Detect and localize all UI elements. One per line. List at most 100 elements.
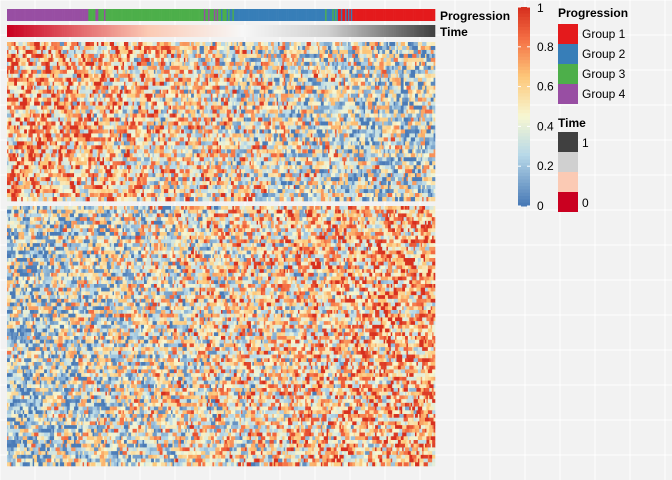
heatmap-cell [162, 129, 166, 134]
heatmap-cell [88, 105, 93, 110]
heatmap-cell [165, 69, 170, 75]
heatmap-cell [353, 61, 357, 67]
heatmap-cell [168, 145, 170, 150]
heatmap-cell [16, 125, 19, 130]
heatmap-cell [145, 129, 148, 134]
heatmap-cell [248, 73, 250, 79]
heatmap-cell [188, 89, 190, 94]
heatmap-cell [376, 93, 382, 98]
heatmap-cell [433, 129, 436, 134]
heatmap-cell [279, 141, 283, 146]
heatmap-cell [410, 42, 414, 47]
heatmap-cell [285, 129, 289, 134]
heatmap-cell [129, 109, 133, 114]
heatmap-cell [86, 145, 89, 150]
heatmap-cell [131, 105, 135, 110]
heatmap-cell [239, 77, 243, 83]
heatmap-cell [218, 153, 220, 158]
heatmap-cell [201, 113, 205, 118]
heatmap-cell [298, 69, 302, 75]
heatmap-cell [155, 145, 160, 150]
heatmap-cell [116, 42, 119, 47]
heatmap-cell [213, 137, 218, 142]
heatmap-cell [400, 65, 403, 71]
heatmap-cell [102, 121, 106, 126]
heatmap-cell [178, 61, 183, 67]
heatmap-cell [178, 109, 180, 114]
heatmap-cell [29, 117, 35, 122]
heatmap-cell [309, 97, 315, 102]
heatmap-cell [102, 61, 105, 67]
heatmap-cell [79, 65, 83, 71]
progression-cell [373, 9, 376, 21]
heatmap-cell [288, 117, 293, 122]
heatmap-cell [74, 145, 78, 150]
heatmap-cell [206, 97, 212, 102]
heatmap-cell [410, 49, 414, 55]
heatmap-cell [236, 42, 239, 47]
heatmap-cell [181, 97, 183, 102]
progression-cell [299, 9, 302, 21]
time-cell [52, 25, 55, 37]
heatmap-cell [196, 61, 199, 67]
heatmap-cell [51, 109, 55, 114]
heatmap-cell [111, 129, 115, 134]
heatmap-cell [430, 129, 433, 134]
heatmap-cell [319, 121, 322, 126]
heatmap-cell [205, 121, 208, 126]
heatmap-cell [402, 97, 406, 102]
heatmap-cell [116, 93, 120, 98]
heatmap-cell [243, 113, 249, 118]
heatmap-cell [95, 145, 101, 150]
heatmap-cell [188, 121, 193, 126]
heatmap-cell [377, 109, 380, 114]
progression-cell [279, 9, 282, 21]
heatmap-cell [126, 61, 132, 67]
heatmap-cell [78, 93, 82, 98]
heatmap-cell [298, 121, 300, 126]
time-cell [347, 25, 350, 37]
heatmap-cell [336, 129, 339, 134]
heatmap-cell [115, 153, 119, 158]
heatmap-cell [86, 97, 89, 102]
heatmap-cell [405, 129, 409, 134]
heatmap-cell [18, 49, 21, 55]
heatmap-cell [328, 153, 330, 158]
heatmap-cell [283, 61, 287, 67]
heatmap-cell [176, 125, 182, 130]
heatmap-cell [206, 81, 209, 87]
heatmap-cell [397, 45, 403, 51]
heatmap-cell [372, 89, 376, 94]
heatmap-cell [175, 69, 180, 75]
heatmap-cell [58, 57, 63, 63]
heatmap-cell [402, 65, 407, 71]
heatmap-cell [355, 97, 357, 102]
heatmap-cell [385, 149, 389, 154]
heatmap-cell [102, 113, 108, 118]
heatmap-cell [262, 89, 265, 94]
heatmap-cell [283, 121, 287, 126]
progression-cell [209, 9, 212, 21]
progression-cell [125, 9, 128, 21]
heatmap-cell [92, 105, 96, 110]
heatmap-cell [199, 49, 203, 55]
heatmap-cell [178, 53, 180, 59]
heatmap-cell [62, 133, 66, 138]
heatmap-cell [88, 153, 93, 158]
time-cell [166, 25, 169, 37]
heatmap-cell [138, 57, 142, 63]
heatmap-cell [185, 141, 189, 146]
heatmap-cell [400, 42, 406, 47]
heatmap-cell [18, 97, 23, 102]
time-cell [209, 25, 212, 37]
heatmap-cell [322, 77, 326, 83]
time-cell [367, 25, 370, 37]
heatmap-cell [328, 101, 332, 106]
heatmap-cell [41, 141, 45, 146]
heatmap-cell [230, 141, 235, 146]
heatmap-cell [283, 69, 289, 75]
heatmap-cell [360, 125, 366, 130]
heatmap-cell [212, 145, 218, 150]
heatmap-cell [410, 65, 416, 71]
heatmap-cell [260, 85, 266, 90]
